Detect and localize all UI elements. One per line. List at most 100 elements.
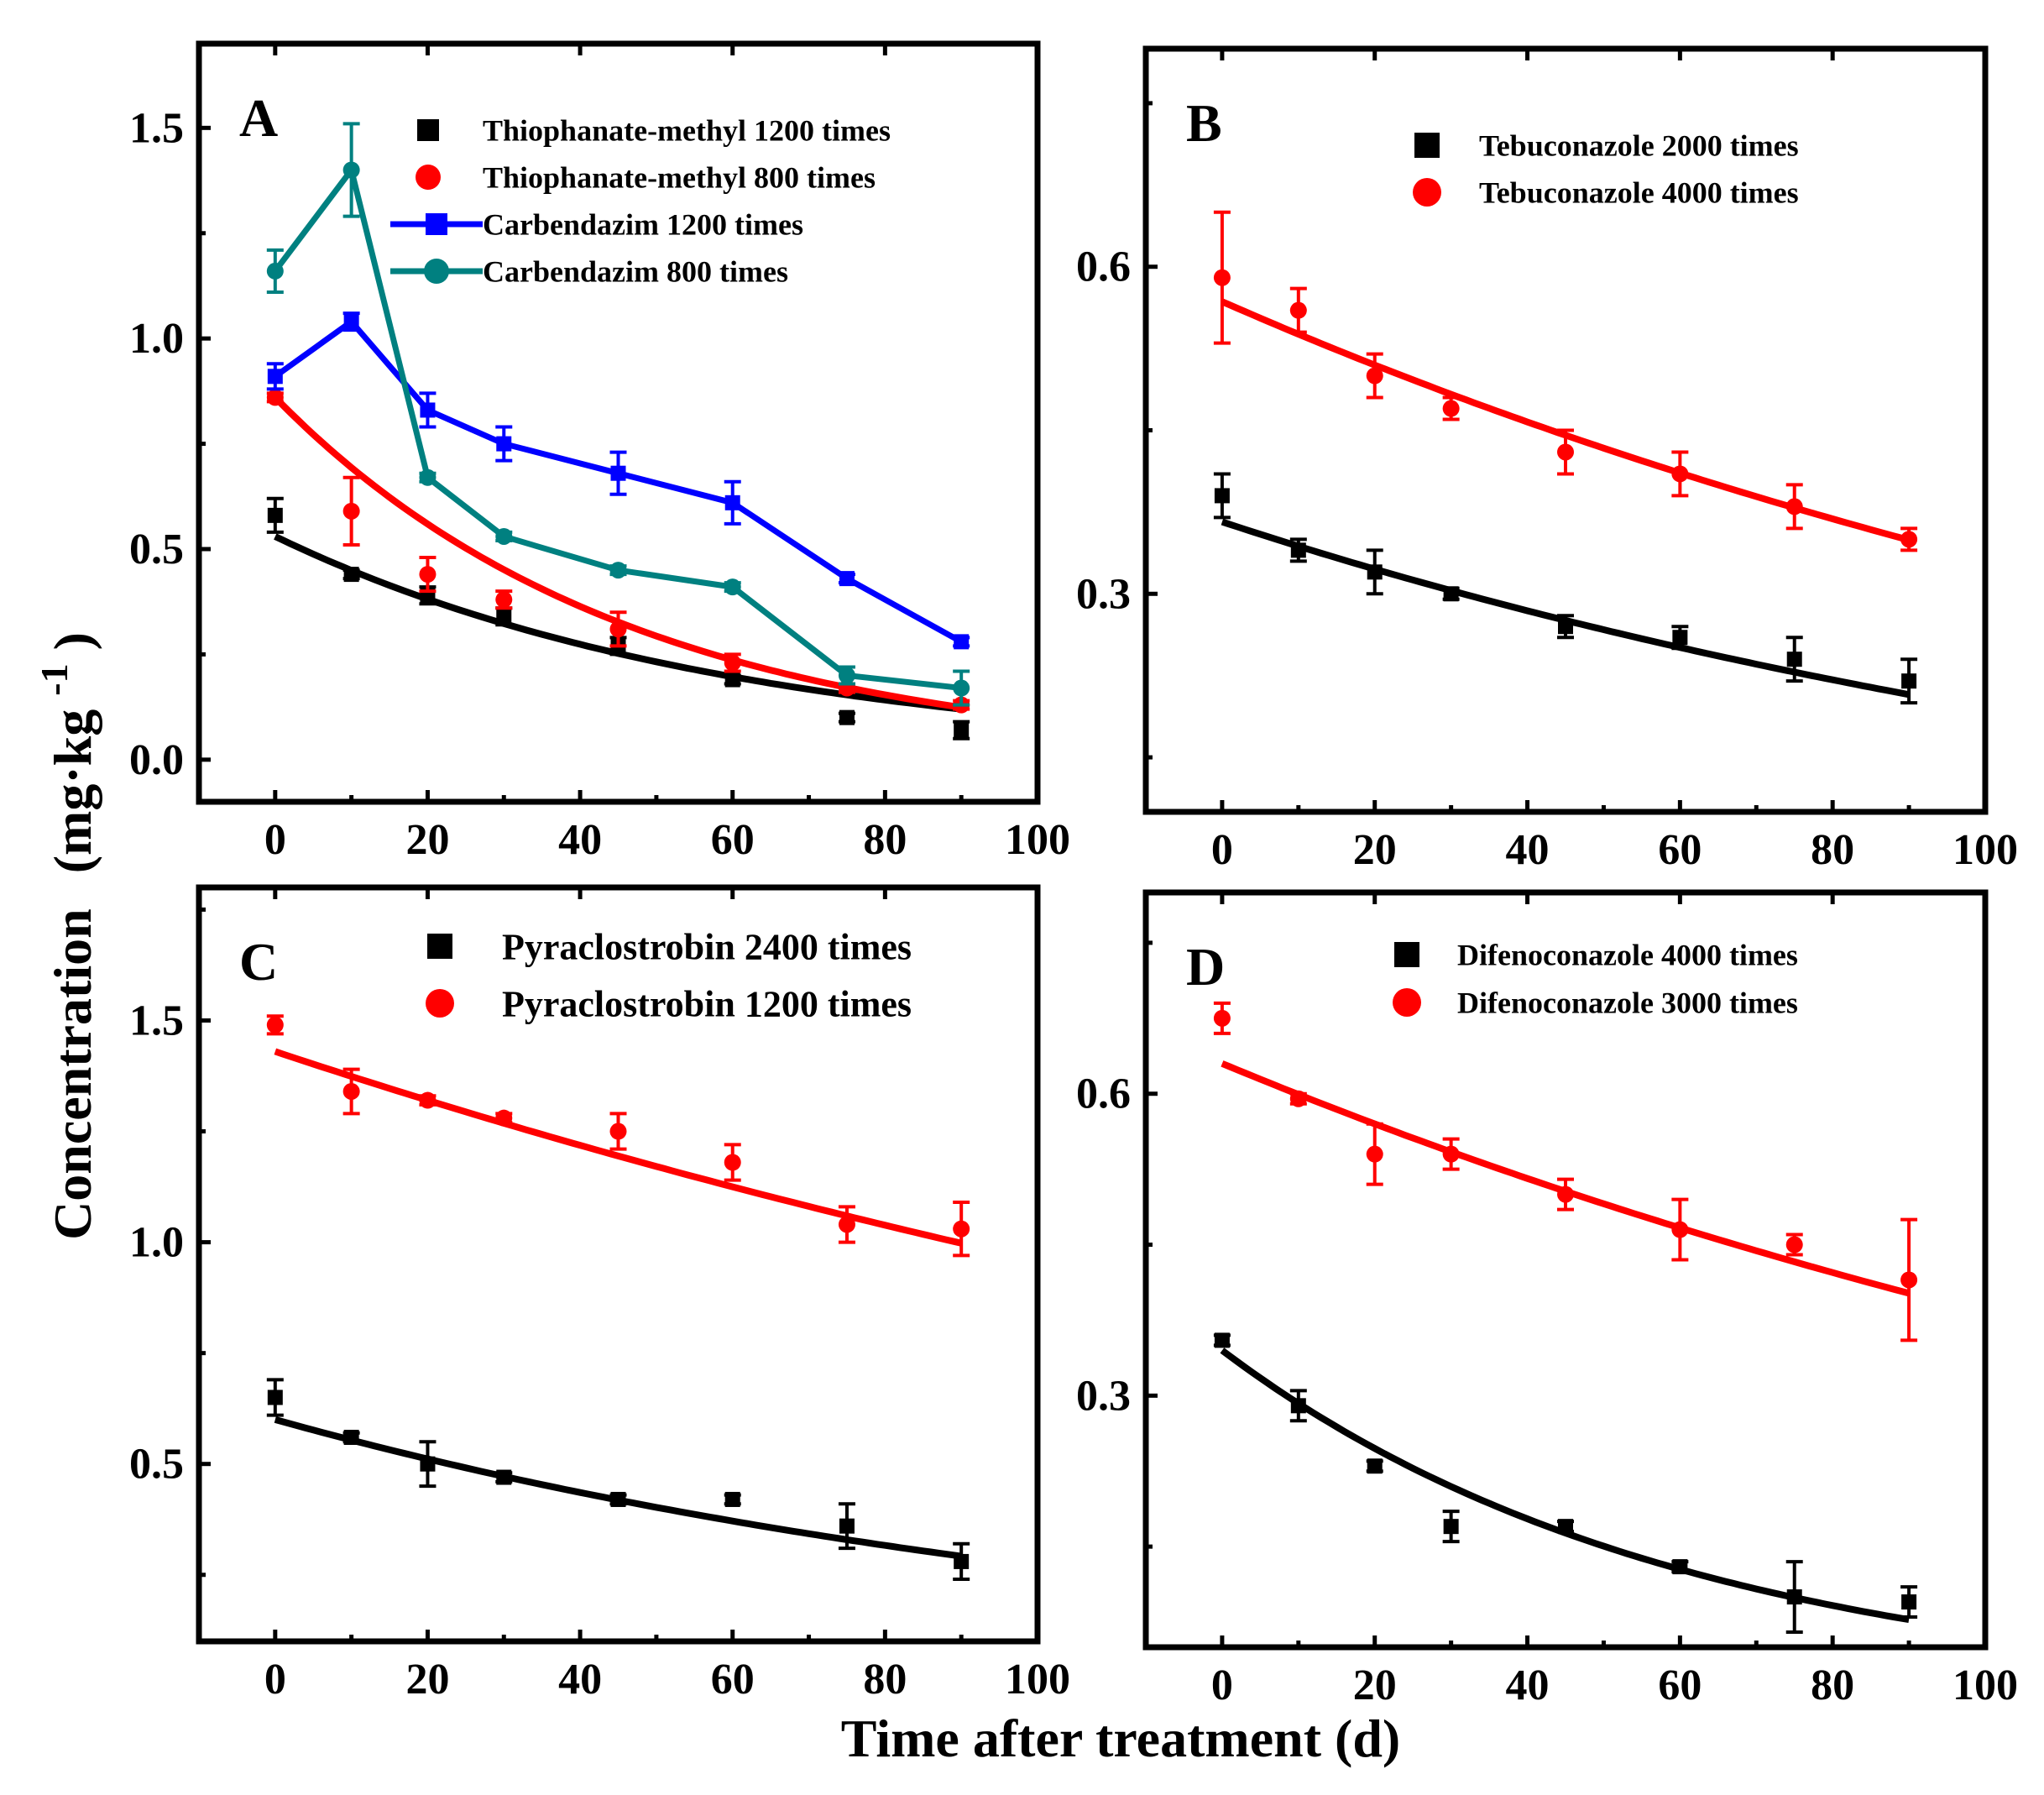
y-axis-label-close: ) xyxy=(43,632,102,650)
fit-curve xyxy=(1221,298,1911,544)
y-tick-label: 0.6 xyxy=(1076,243,1131,291)
plot-frame xyxy=(196,884,1041,1645)
data-point xyxy=(838,1216,855,1233)
data-point xyxy=(267,507,283,523)
panel-label: D xyxy=(1186,937,1225,997)
series-difenoconazole-4000-times xyxy=(1213,1332,1918,1635)
legend-label: Carbendazim 1200 times xyxy=(483,208,803,242)
x-tick-label: 20 xyxy=(1353,826,1397,874)
data-point xyxy=(343,567,359,583)
data-point xyxy=(1214,488,1230,504)
data-point xyxy=(266,1016,284,1034)
data-point xyxy=(724,578,741,596)
panel-label: C xyxy=(239,932,278,992)
x-tick-label: 40 xyxy=(558,816,602,864)
legend-label: Thiophanate-methyl 1200 times xyxy=(483,114,891,148)
data-point xyxy=(1289,301,1307,319)
data-point xyxy=(343,1430,359,1446)
data-point xyxy=(1900,531,1918,548)
y-tick-label: 1.0 xyxy=(129,1219,184,1267)
x-tick-label: 20 xyxy=(405,816,449,864)
data-point xyxy=(1214,1332,1230,1348)
series-difenoconazole-3000-times xyxy=(1213,1001,1918,1342)
data-point xyxy=(1786,652,1802,667)
panel-label: B xyxy=(1186,93,1222,153)
data-point xyxy=(1785,1236,1803,1253)
shared-y-axis-label: Concentration (mg·kg -1 ) xyxy=(33,632,102,1240)
data-point xyxy=(610,465,626,481)
data-point xyxy=(1671,465,1689,483)
x-tick-label: 40 xyxy=(1506,826,1550,874)
data-point xyxy=(724,1154,741,1171)
data-point xyxy=(724,672,740,688)
legend-label: Difenoconazole 4000 times xyxy=(1457,939,1798,972)
data-point xyxy=(609,1123,627,1140)
legend-label: Pyraclostrobin 1200 times xyxy=(502,983,912,1024)
x-tick-label: 0 xyxy=(1211,1662,1233,1709)
series-pyraclostrobin-2400-times xyxy=(266,1378,970,1582)
data-point xyxy=(1443,1519,1459,1535)
legend: Thiophanate-methyl 1200 times Thiophanate… xyxy=(390,114,891,289)
y-tick-label: 0.3 xyxy=(1076,570,1131,618)
legend-marker xyxy=(1393,988,1421,1017)
panel-b: 0 20 40 60 80 100 0.3 0.6 B Tebuconazole 2000 tim… xyxy=(1076,45,2018,874)
data-point xyxy=(496,609,512,625)
data-point xyxy=(1558,619,1573,635)
data-point xyxy=(266,389,284,406)
x-tick-label: 80 xyxy=(1811,1662,1854,1709)
data-point xyxy=(1442,1145,1460,1163)
data-point xyxy=(1672,1559,1688,1575)
legend-label: Tebuconazole 4000 times xyxy=(1479,176,1799,210)
x-tick-label: 60 xyxy=(711,816,755,864)
data-point xyxy=(610,1491,626,1507)
series-pyraclostrobin-1200-times xyxy=(266,1014,970,1258)
legend-marker xyxy=(426,989,454,1018)
data-point xyxy=(839,1518,855,1534)
y-axis-label-exponent: -1 xyxy=(33,663,76,695)
data-point xyxy=(1290,1398,1306,1414)
data-point xyxy=(954,722,970,738)
data-point xyxy=(1366,1145,1383,1163)
y-tick-label: 0.5 xyxy=(129,1441,184,1489)
legend: Tebuconazole 2000 times Tebuconazole 4000… xyxy=(1413,129,1799,210)
data-point xyxy=(954,1553,970,1569)
data-point xyxy=(1557,443,1574,461)
y-axis-label-unit: (mg·kg xyxy=(43,709,102,874)
data-point xyxy=(342,502,360,520)
legend-label: Thiophanate-methyl 800 times xyxy=(483,161,876,195)
data-point xyxy=(420,402,436,418)
data-point xyxy=(495,527,513,545)
data-point xyxy=(495,591,513,609)
y-tick-label: 0.3 xyxy=(1076,1372,1131,1420)
data-point xyxy=(1213,269,1231,286)
data-point xyxy=(1900,1271,1918,1289)
data-point xyxy=(1443,586,1459,602)
data-point xyxy=(1901,1594,1917,1610)
legend-marker xyxy=(1394,942,1419,967)
data-point xyxy=(495,1109,513,1127)
x-tick-label: 0 xyxy=(264,816,286,864)
data-point xyxy=(724,1491,740,1507)
x-tick-label: 80 xyxy=(863,816,907,864)
data-point xyxy=(1557,1185,1574,1203)
fit-curve xyxy=(274,1416,962,1560)
data-point xyxy=(724,654,741,672)
data-point xyxy=(1367,564,1383,580)
y-tick-label: 1.0 xyxy=(129,315,184,363)
data-point xyxy=(1442,400,1460,417)
x-tick-label: 100 xyxy=(1005,1656,1070,1703)
series-tebuconazole-2000-times xyxy=(1213,472,1918,705)
y-tick-label: 0.5 xyxy=(129,526,184,573)
legend-marker xyxy=(417,119,439,141)
shared-x-axis-label: Time after treatment (d) xyxy=(841,1709,1400,1768)
panel-d: 0 20 40 60 80 100 0.3 0.6 D Difenoconazole 4000 t… xyxy=(1076,889,2018,1709)
x-tick-label: 100 xyxy=(1005,816,1070,864)
data-point xyxy=(724,495,740,510)
legend-label: Pyraclostrobin 2400 times xyxy=(502,926,912,967)
x-tick-label: 60 xyxy=(1658,1662,1702,1709)
data-point xyxy=(1366,367,1383,385)
data-point xyxy=(839,571,855,587)
legend-marker xyxy=(1413,178,1441,207)
series-tebuconazole-4000-times xyxy=(1213,210,1918,552)
